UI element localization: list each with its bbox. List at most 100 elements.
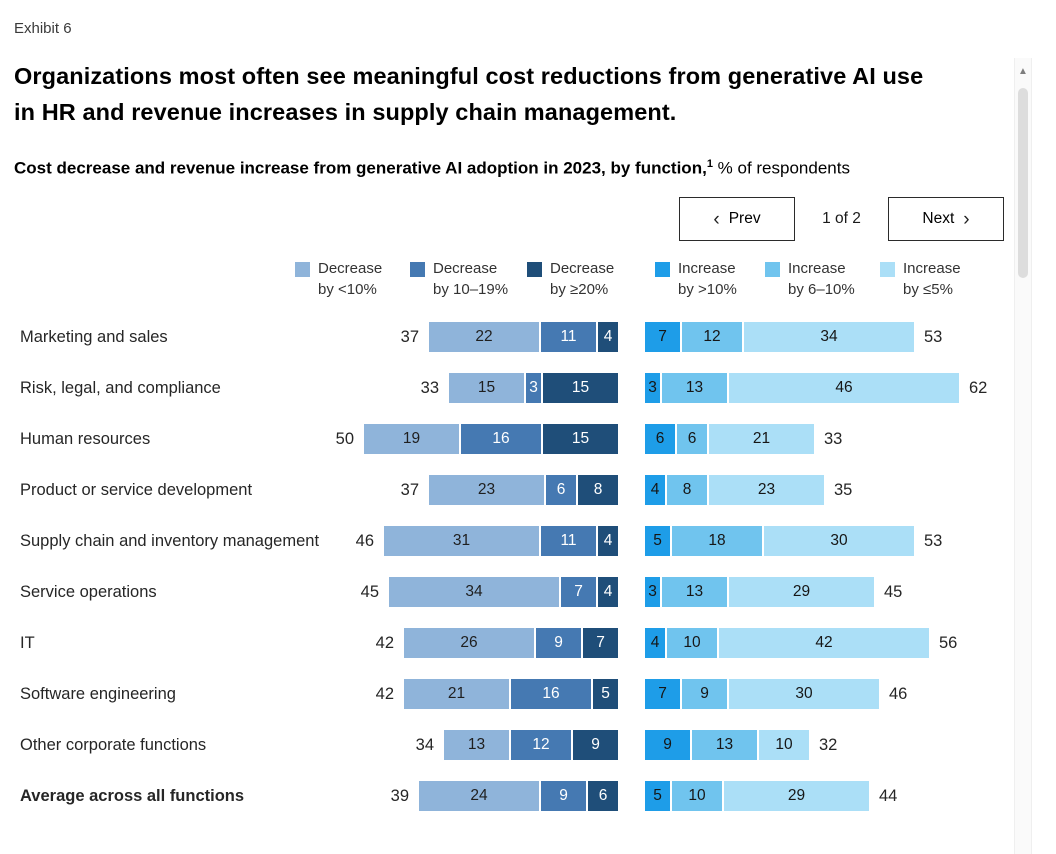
decrease-total-label: 50 bbox=[335, 430, 354, 448]
legend-label: Decrease by <10% bbox=[318, 260, 383, 298]
bar-segment: 23 bbox=[709, 475, 824, 505]
decrease-bar: 26 9 7 bbox=[404, 628, 618, 658]
bar-segment: 4 bbox=[645, 628, 665, 658]
chart-row: Product or service development 23 6 8 37 4 8 23… bbox=[0, 465, 1056, 516]
decrease-bar: 23 6 8 bbox=[429, 475, 618, 505]
next-button-label: Next bbox=[922, 210, 955, 227]
bar-segment: 15 bbox=[543, 373, 618, 403]
chart-subtitle-regular: % of respondents bbox=[712, 158, 850, 178]
increase-bar: 7 9 30 bbox=[645, 679, 879, 709]
footnote-marker: 1 bbox=[706, 158, 713, 170]
increase-total-label: 46 bbox=[889, 685, 908, 703]
bar-segment: 5 bbox=[645, 781, 670, 811]
row-label: Product or service development bbox=[20, 481, 253, 499]
row-label: Software engineering bbox=[20, 685, 176, 703]
bar-segment: 4 bbox=[645, 475, 665, 505]
row-label: Other corporate functions bbox=[20, 736, 207, 754]
legend-swatch bbox=[295, 262, 310, 277]
row-label: Marketing and sales bbox=[20, 328, 168, 346]
bar-segment: 10 bbox=[759, 730, 809, 760]
bar-segment: 6 bbox=[546, 475, 576, 505]
bar-segment: 23 bbox=[429, 475, 544, 505]
bar-segment: 46 bbox=[729, 373, 959, 403]
row-label: Supply chain and inventory management bbox=[20, 532, 320, 550]
increase-bar: 5 18 30 bbox=[645, 526, 914, 556]
bar-segment: 16 bbox=[461, 424, 541, 454]
bar-segment: 13 bbox=[444, 730, 509, 760]
row-label: Service operations bbox=[20, 583, 157, 601]
chevron-right-icon: › bbox=[963, 208, 970, 230]
bar-segment: 26 bbox=[404, 628, 534, 658]
legend-swatch bbox=[410, 262, 425, 277]
decrease-bar: 19 16 15 bbox=[364, 424, 618, 454]
legend-label: Increase by >10% bbox=[678, 260, 737, 298]
chart-row: Human resources 19 16 15 50 6 6 21 33 bbox=[0, 414, 1056, 465]
bar-segment: 15 bbox=[543, 424, 618, 454]
prev-button[interactable]: ‹ Prev bbox=[679, 197, 795, 241]
bar-segment: 5 bbox=[593, 679, 618, 709]
bar-segment: 8 bbox=[667, 475, 707, 505]
chart-rows: Marketing and sales 22 11 4 37 7 12 34 53 Risk, l… bbox=[0, 312, 1056, 822]
bar-segment: 13 bbox=[692, 730, 757, 760]
page-title-line1: Organizations most often see meaningful … bbox=[14, 63, 924, 89]
decrease-total-label: 46 bbox=[355, 532, 374, 550]
scrollbar-thumb[interactable] bbox=[1018, 88, 1028, 278]
bar-segment: 6 bbox=[677, 424, 707, 454]
increase-bar: 3 13 46 bbox=[645, 373, 959, 403]
increase-total-label: 62 bbox=[969, 379, 988, 397]
bar-segment: 21 bbox=[404, 679, 509, 709]
chart-subtitle: Cost decrease and revenue increase from … bbox=[14, 158, 1012, 179]
bar-segment: 9 bbox=[682, 679, 727, 709]
legend-item: Decrease by ≥20% bbox=[527, 259, 614, 300]
increase-total-label: 53 bbox=[924, 532, 943, 550]
scrollbar[interactable]: ▲ bbox=[1014, 58, 1032, 854]
increase-bar: 3 13 29 bbox=[645, 577, 874, 607]
chart-row: Software engineering 21 16 5 42 7 9 30 46 bbox=[0, 669, 1056, 720]
decrease-total-label: 45 bbox=[360, 583, 379, 601]
chart-row: Average across all functions 24 9 6 39 5 10 29 4… bbox=[0, 771, 1056, 822]
bar-segment: 9 bbox=[645, 730, 690, 760]
decrease-bar: 31 11 4 bbox=[384, 526, 618, 556]
bar-segment: 10 bbox=[667, 628, 717, 658]
legend-swatch bbox=[880, 262, 895, 277]
increase-total-label: 44 bbox=[879, 787, 898, 805]
legend-swatch bbox=[655, 262, 670, 277]
increase-bar: 6 6 21 bbox=[645, 424, 814, 454]
legend-item: Increase by 6–10% bbox=[765, 259, 855, 300]
next-button[interactable]: Next › bbox=[888, 197, 1004, 241]
decrease-bar: 34 7 4 bbox=[389, 577, 618, 607]
legend-item: Increase by ≤5% bbox=[880, 259, 961, 300]
page-title-line2: in HR and revenue increases in supply ch… bbox=[14, 99, 677, 125]
bar-segment: 6 bbox=[588, 781, 618, 811]
legend-label: Decrease by 10–19% bbox=[433, 260, 509, 298]
bar-segment: 4 bbox=[598, 322, 618, 352]
increase-total-label: 45 bbox=[884, 583, 903, 601]
bar-segment: 29 bbox=[724, 781, 869, 811]
bar-segment: 7 bbox=[645, 679, 680, 709]
decrease-bar: 13 12 9 bbox=[444, 730, 618, 760]
bar-segment: 29 bbox=[729, 577, 874, 607]
bar-segment: 4 bbox=[598, 526, 618, 556]
increase-total-label: 32 bbox=[819, 736, 838, 754]
bar-segment: 13 bbox=[662, 577, 727, 607]
decrease-total-label: 37 bbox=[400, 481, 419, 499]
decrease-total-label: 42 bbox=[375, 634, 394, 652]
scroll-up-arrow-icon[interactable]: ▲ bbox=[1018, 66, 1028, 77]
legend-label: Increase by ≤5% bbox=[903, 260, 961, 298]
bar-segment: 9 bbox=[573, 730, 618, 760]
bar-segment: 30 bbox=[729, 679, 879, 709]
decrease-total-label: 39 bbox=[390, 787, 409, 805]
chevron-left-icon: ‹ bbox=[713, 208, 720, 230]
legend-swatch bbox=[527, 262, 542, 277]
legend-swatch bbox=[765, 262, 780, 277]
increase-bar: 7 12 34 bbox=[645, 322, 914, 352]
bar-segment: 21 bbox=[709, 424, 814, 454]
row-label: Average across all functions bbox=[20, 787, 245, 805]
increase-bar: 4 8 23 bbox=[645, 475, 824, 505]
chart-row: Risk, legal, and compliance 15 3 15 33 3 13 46 6… bbox=[0, 363, 1056, 414]
increase-total-label: 35 bbox=[834, 481, 853, 499]
row-label: Human resources bbox=[20, 430, 151, 448]
bar-segment: 10 bbox=[672, 781, 722, 811]
row-label: IT bbox=[20, 634, 35, 652]
